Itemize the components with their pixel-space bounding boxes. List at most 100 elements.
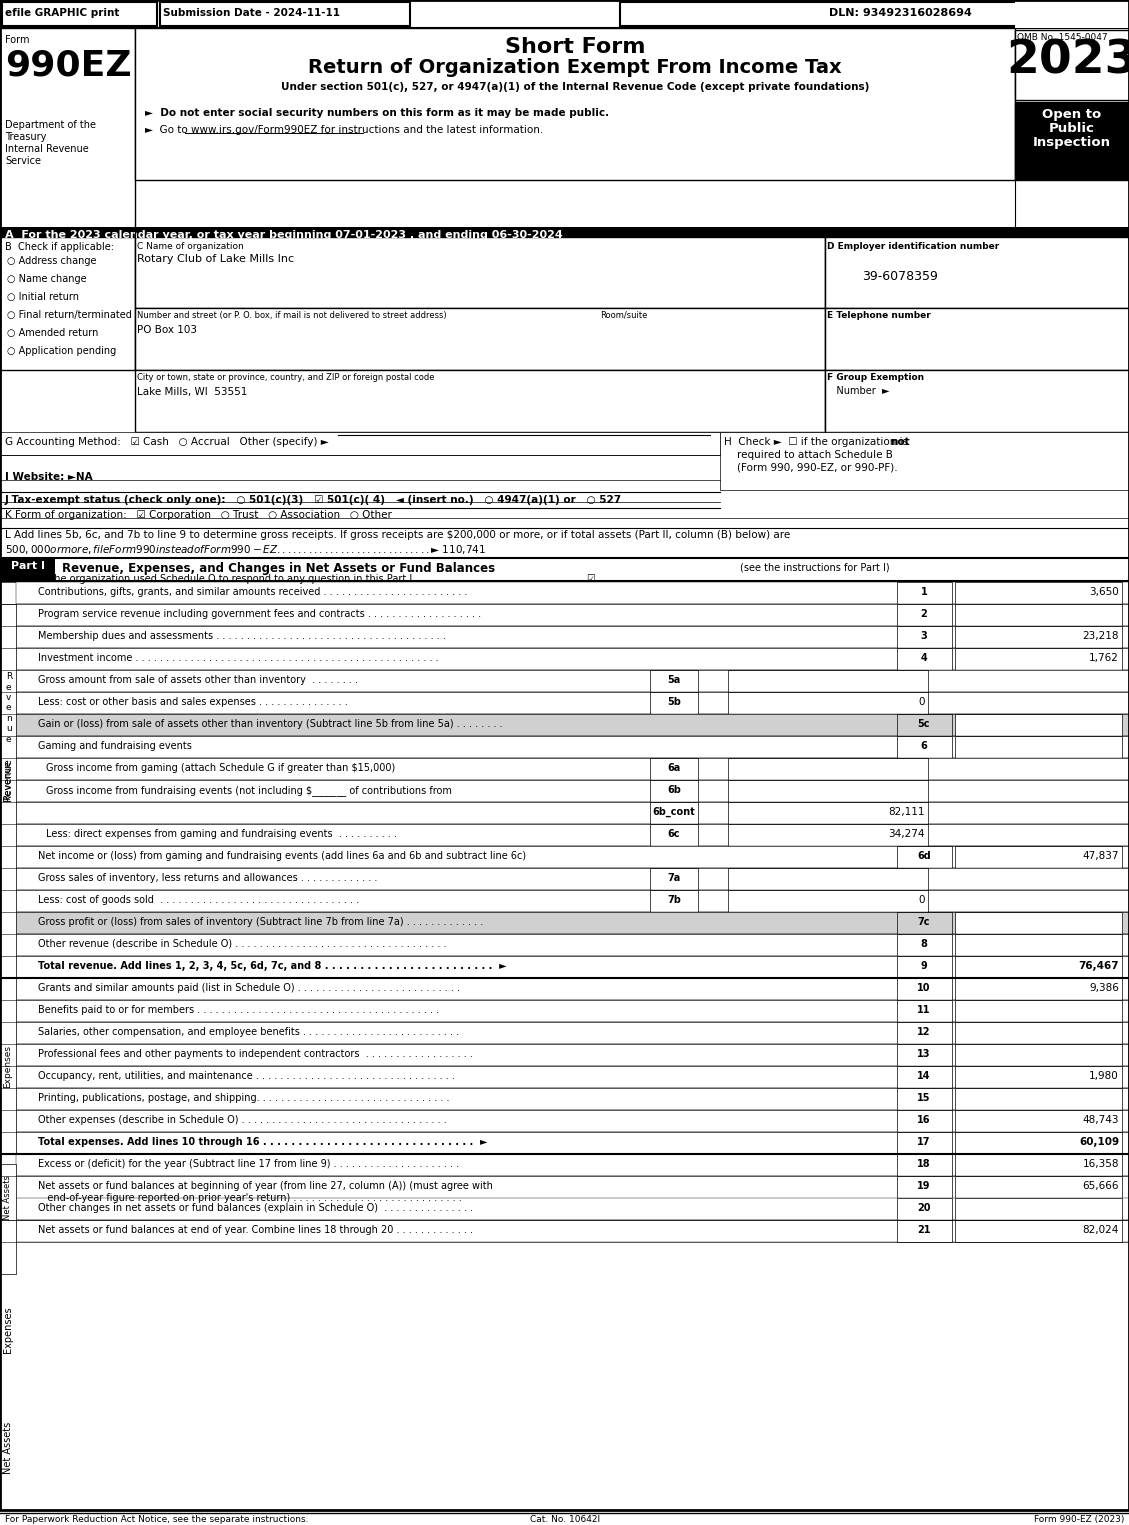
Bar — [728, 758, 928, 779]
Bar — [16, 802, 1129, 824]
Text: Open to: Open to — [1042, 108, 1102, 120]
Bar — [898, 978, 952, 1000]
Bar — [898, 1199, 952, 1220]
Text: ○ Final return/terminated: ○ Final return/terminated — [7, 310, 132, 320]
Text: 6b_cont: 6b_cont — [653, 807, 695, 817]
Text: Total revenue. Add lines 1, 2, 3, 4, 5c, 6d, 7c, and 8 . . . . . . . . . . . . .: Total revenue. Add lines 1, 2, 3, 4, 5c,… — [38, 961, 507, 971]
Text: 23,218: 23,218 — [1083, 631, 1119, 640]
Text: L Add lines 5b, 6c, and 7b to line 9 to determine gross receipts. If gross recei: L Add lines 5b, 6c, and 7b to line 9 to … — [5, 531, 790, 540]
Text: Gain or (loss) from sale of assets other than inventory (Subtract line 5b from l: Gain or (loss) from sale of assets other… — [38, 718, 502, 729]
Text: Gross amount from sale of assets other than inventory  . . . . . . . .: Gross amount from sale of assets other t… — [38, 676, 358, 685]
Bar — [898, 912, 952, 933]
Bar — [955, 1045, 1122, 1066]
Bar — [160, 2, 410, 26]
Text: Net Assets: Net Assets — [3, 1176, 12, 1220]
Bar — [16, 758, 1129, 779]
Text: 990EZ: 990EZ — [5, 47, 132, 82]
Text: 10: 10 — [917, 984, 930, 993]
Bar — [955, 978, 1122, 1000]
Text: B  Check if applicable:: B Check if applicable: — [5, 242, 114, 252]
Bar — [16, 978, 1129, 1000]
Text: 5a: 5a — [667, 676, 681, 685]
Text: 76,467: 76,467 — [1078, 961, 1119, 971]
Bar — [728, 692, 928, 714]
Bar — [898, 1066, 952, 1087]
Bar — [825, 308, 1129, 371]
Text: F Group Exemption: F Group Exemption — [828, 374, 925, 381]
Text: 1,762: 1,762 — [1089, 653, 1119, 663]
Text: 16: 16 — [917, 1115, 930, 1125]
Text: (see the instructions for Part I): (see the instructions for Part I) — [739, 563, 890, 572]
Text: Revenue, Expenses, and Changes in Net Assets or Fund Balances: Revenue, Expenses, and Changes in Net As… — [62, 563, 496, 575]
Bar — [955, 1154, 1122, 1176]
Bar — [955, 737, 1122, 758]
Text: Less: cost of goods sold  . . . . . . . . . . . . . . . . . . . . . . . . . . . : Less: cost of goods sold . . . . . . . .… — [38, 895, 359, 904]
Bar — [955, 846, 1122, 868]
Text: Net income or (loss) from gaming and fundraising events (add lines 6a and 6b and: Net income or (loss) from gaming and fun… — [38, 851, 526, 862]
Bar — [898, 1087, 952, 1110]
Text: Gross profit or (loss) from sales of inventory (Subtract line 7b from line 7a) .: Gross profit or (loss) from sales of inv… — [38, 917, 483, 927]
Bar — [16, 737, 1129, 758]
Text: 6d: 6d — [917, 851, 931, 862]
Bar — [620, 2, 1127, 26]
Text: 7b: 7b — [667, 895, 681, 904]
Bar — [898, 625, 952, 648]
Text: ○ Initial return: ○ Initial return — [7, 291, 79, 302]
Bar — [0, 432, 720, 454]
Text: Professional fees and other payments to independent contractors  . . . . . . . .: Professional fees and other payments to … — [38, 1049, 473, 1058]
Bar — [650, 692, 698, 714]
Bar — [0, 236, 135, 371]
Bar — [898, 956, 952, 978]
Bar — [825, 371, 1129, 432]
Text: Department of the: Department of the — [5, 120, 96, 130]
Text: 48,743: 48,743 — [1083, 1115, 1119, 1125]
Text: Check if the organization used Schedule O to respond to any question in this Par: Check if the organization used Schedule … — [8, 573, 596, 584]
Bar — [16, 779, 1129, 802]
Bar — [16, 891, 1129, 912]
Text: 3: 3 — [920, 631, 927, 640]
Bar — [16, 1087, 1129, 1110]
Text: 12: 12 — [917, 1026, 930, 1037]
Bar — [898, 1000, 952, 1022]
Text: 82,111: 82,111 — [889, 807, 925, 817]
Bar — [898, 737, 952, 758]
Text: Cat. No. 10642I: Cat. No. 10642I — [530, 1514, 599, 1523]
Text: 16,358: 16,358 — [1083, 1159, 1119, 1170]
Bar — [955, 1132, 1122, 1154]
Text: Gaming and fundraising events: Gaming and fundraising events — [38, 741, 192, 750]
Text: 47,837: 47,837 — [1083, 851, 1119, 862]
Bar — [16, 583, 1129, 604]
Text: (Form 990, 990-EZ, or 990-PF).: (Form 990, 990-EZ, or 990-PF). — [724, 464, 898, 473]
Text: Total expenses. Add lines 10 through 16 . . . . . . . . . . . . . . . . . . . . : Total expenses. Add lines 10 through 16 … — [38, 1138, 488, 1147]
Text: Submission Date - 2024-11-11: Submission Date - 2024-11-11 — [163, 8, 340, 18]
Text: Investment income . . . . . . . . . . . . . . . . . . . . . . . . . . . . . . . : Investment income . . . . . . . . . . . … — [38, 653, 439, 663]
Bar — [16, 648, 1129, 669]
Bar — [955, 1022, 1122, 1045]
Text: $500,000 or more, file Form 990 instead of Form 990-EZ . . . . . . . . . . . . .: $500,000 or more, file Form 990 instead … — [5, 543, 485, 557]
Bar — [16, 625, 1129, 648]
Text: Public: Public — [1049, 122, 1095, 136]
Text: Under section 501(c), 527, or 4947(a)(1) of the Internal Revenue Code (except pr: Under section 501(c), 527, or 4947(a)(1)… — [281, 82, 869, 91]
Bar — [898, 846, 952, 868]
Bar — [728, 891, 928, 912]
Text: Part I: Part I — [11, 561, 45, 570]
Text: Less: direct expenses from gaming and fundraising events  . . . . . . . . . .: Less: direct expenses from gaming and fu… — [46, 830, 397, 839]
Text: A  For the 2023 calendar year, or tax year beginning 07-01-2023 , and ending 06-: A For the 2023 calendar year, or tax yea… — [5, 230, 562, 239]
Text: Inspection: Inspection — [1033, 136, 1111, 149]
Text: ►  Go to www.irs.gov/Form990EZ for instructions and the latest information.: ► Go to www.irs.gov/Form990EZ for instru… — [145, 125, 543, 136]
Text: J Tax-exempt status (check only one):   ○ 501(c)(3)   ☑ 501(c)( 4)   ◄ (insert n: J Tax-exempt status (check only one): ○ … — [5, 496, 622, 505]
Bar — [898, 1132, 952, 1154]
Bar — [0, 978, 16, 1154]
Text: Program service revenue including government fees and contracts . . . . . . . . : Program service revenue including govern… — [38, 608, 481, 619]
Bar — [728, 669, 928, 692]
Bar — [955, 1087, 1122, 1110]
Bar — [16, 604, 1129, 625]
Bar — [650, 824, 698, 846]
Bar — [898, 604, 952, 625]
Text: 0: 0 — [919, 697, 925, 708]
Text: Short Form: Short Form — [505, 37, 646, 56]
Bar — [898, 583, 952, 604]
Bar — [16, 1110, 1129, 1132]
Bar — [16, 956, 1129, 978]
Text: H  Check ►  ☐ if the organization is: H Check ► ☐ if the organization is — [724, 438, 911, 447]
